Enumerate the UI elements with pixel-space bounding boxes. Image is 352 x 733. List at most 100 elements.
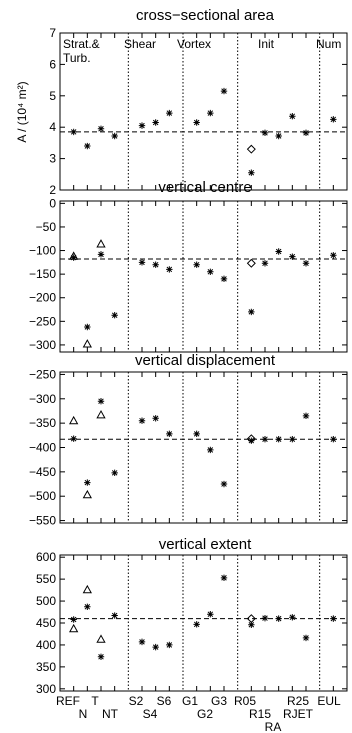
triangle-marker bbox=[96, 410, 106, 419]
star-marker bbox=[248, 308, 255, 316]
star-marker bbox=[152, 643, 159, 651]
star-marker bbox=[70, 616, 77, 623]
y-tick-label: −300 bbox=[29, 338, 56, 352]
panel-vertical-displacement: vertical displacement −250 −300 −350 −400 −4… bbox=[29, 352, 348, 528]
star-marker bbox=[193, 119, 200, 126]
star-marker bbox=[193, 430, 200, 438]
panel-1-title: cross−sectional area bbox=[136, 7, 275, 24]
panel-4-markers bbox=[69, 574, 337, 660]
star-marker bbox=[289, 253, 296, 260]
panel-1-separators bbox=[127, 33, 321, 190]
star-marker bbox=[261, 436, 269, 443]
y-tick-label: −250 bbox=[29, 367, 56, 381]
x-label-nt: NT bbox=[102, 707, 119, 721]
y-tick-label: −350 bbox=[29, 416, 56, 430]
star-marker bbox=[152, 415, 159, 422]
star-marker bbox=[97, 251, 105, 258]
star-marker bbox=[220, 480, 228, 488]
y-tick-label: −550 bbox=[29, 514, 56, 528]
star-marker bbox=[152, 261, 159, 268]
panel-1-y-ticks: 2 3 4 5 6 7 bbox=[49, 26, 347, 197]
y-tick-label: 350 bbox=[36, 660, 56, 674]
x-label-r25: R25 bbox=[287, 694, 309, 708]
star-marker bbox=[289, 113, 296, 120]
star-marker bbox=[302, 260, 310, 267]
star-marker bbox=[302, 129, 310, 137]
star-marker bbox=[111, 311, 118, 319]
y-tick-label: 0 bbox=[49, 196, 56, 210]
x-label-r05: R05 bbox=[234, 694, 256, 708]
x-axis-labels: REF T S2 S6 G1 G3 R05 R25 EUL N NT S4 G2… bbox=[56, 694, 341, 733]
panel-3-frame bbox=[59, 371, 348, 524]
panel-2-frame bbox=[59, 200, 348, 353]
star-marker bbox=[330, 615, 337, 622]
y-tick-label: 4 bbox=[49, 120, 56, 134]
y-tick-label: 6 bbox=[49, 57, 56, 71]
panel-2-title: vertical centre bbox=[158, 179, 251, 196]
star-marker bbox=[70, 128, 77, 136]
group-label-strat: Strat.& bbox=[63, 37, 100, 51]
y-tick-label: 3 bbox=[49, 152, 56, 166]
panel-cross-sectional-area: cross−sectional area A / (10⁴ m²) Strat.… bbox=[15, 7, 348, 197]
panel-2-markers bbox=[69, 239, 337, 348]
panel-2-y-ticks: 0 −50 −100 −150 −200 −250 −300 bbox=[29, 196, 347, 352]
x-label-eul: EUL bbox=[317, 694, 341, 708]
x-label-ra: RA bbox=[265, 720, 282, 733]
star-marker bbox=[330, 116, 337, 123]
star-marker bbox=[111, 132, 118, 140]
star-marker bbox=[138, 417, 146, 424]
x-label-g3: G3 bbox=[211, 694, 227, 708]
diamond-marker bbox=[246, 434, 256, 444]
star-marker bbox=[220, 275, 228, 283]
star-marker bbox=[166, 109, 173, 117]
star-marker bbox=[275, 436, 282, 443]
y-tick-label: −250 bbox=[29, 314, 56, 328]
group-label-turb: Turb. bbox=[63, 51, 91, 65]
panel-4-title: vertical extent bbox=[159, 536, 252, 553]
triangle-marker bbox=[96, 634, 106, 643]
panel-3-markers bbox=[69, 398, 337, 499]
x-label-n: N bbox=[79, 707, 88, 721]
star-marker bbox=[111, 469, 118, 477]
star-marker bbox=[84, 603, 91, 610]
y-tick-label: 5 bbox=[49, 89, 56, 103]
star-marker bbox=[261, 260, 269, 267]
star-marker bbox=[97, 653, 105, 660]
y-tick-label: 2 bbox=[49, 183, 56, 197]
star-marker bbox=[207, 109, 214, 117]
x-label-s2: S2 bbox=[129, 694, 144, 708]
star-marker bbox=[70, 254, 77, 261]
panel-1-frame bbox=[59, 32, 348, 191]
y-tick-label: 300 bbox=[36, 682, 56, 696]
star-marker bbox=[289, 614, 296, 621]
y-tick-label: −150 bbox=[29, 267, 56, 281]
diamond-marker bbox=[246, 258, 256, 268]
star-marker bbox=[84, 323, 91, 331]
star-marker bbox=[207, 446, 214, 454]
x-label-ref: REF bbox=[56, 694, 80, 708]
x-label-s6: S6 bbox=[157, 694, 172, 708]
diamond-marker bbox=[246, 614, 256, 624]
star-marker bbox=[248, 169, 255, 176]
triangle-marker bbox=[82, 489, 92, 499]
x-label-t: T bbox=[91, 694, 99, 708]
triangle-marker bbox=[69, 623, 79, 633]
star-marker bbox=[138, 638, 146, 646]
panel-3-separators bbox=[127, 372, 321, 523]
y-tick-label: −50 bbox=[36, 220, 57, 234]
star-marker bbox=[138, 122, 146, 129]
star-marker bbox=[84, 479, 91, 486]
triangle-marker bbox=[69, 251, 79, 260]
triangle-marker bbox=[82, 339, 92, 348]
triangle-marker bbox=[82, 584, 92, 594]
panel-1-ylabel: A / (10⁴ m²) bbox=[15, 81, 29, 142]
star-marker bbox=[193, 261, 200, 268]
triangle-marker bbox=[96, 239, 106, 248]
panel-4-separators bbox=[127, 555, 321, 691]
group-label-vortex: Vortex bbox=[177, 37, 211, 51]
y-tick-label: 550 bbox=[36, 572, 56, 586]
star-marker bbox=[302, 412, 310, 420]
group-label-init: Init bbox=[258, 37, 275, 51]
star-marker bbox=[152, 119, 159, 126]
